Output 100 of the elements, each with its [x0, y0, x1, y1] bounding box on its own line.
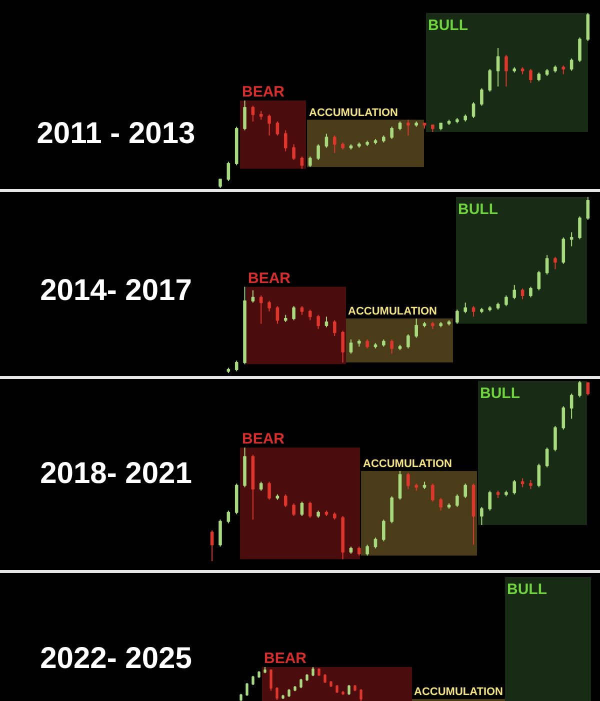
annotation: ACCUMULATION [309, 106, 398, 119]
candlestick [268, 114, 271, 136]
candlestick [406, 472, 410, 490]
candlestick [243, 100, 246, 131]
candlestick [366, 140, 369, 146]
candlestick [316, 510, 320, 518]
candlestick [330, 680, 332, 688]
candlestick [332, 320, 336, 337]
candlestick [554, 65, 557, 73]
candlestick [292, 144, 296, 160]
candlestick [480, 88, 484, 106]
candlestick [520, 288, 524, 300]
candlestick [308, 309, 312, 321]
candlestick [512, 284, 516, 300]
candlestick [578, 216, 582, 240]
candlestick [406, 334, 410, 349]
candlestick [374, 138, 378, 145]
candlestick [422, 321, 426, 328]
candlestick [456, 309, 459, 324]
candlestick [382, 135, 386, 143]
candlestick [218, 178, 222, 188]
candlestick [398, 344, 402, 351]
candlestick [243, 447, 246, 488]
annotation: BULL [428, 17, 468, 34]
candlestick [288, 688, 290, 698]
candlestick [210, 530, 214, 562]
candlestick [270, 668, 272, 692]
annotation: BEAR [242, 84, 285, 100]
candlestick [488, 490, 492, 512]
candlestick [520, 66, 524, 75]
candlestick [382, 339, 386, 348]
candlestick [316, 144, 320, 160]
candlestick [439, 498, 442, 512]
candlestick [480, 307, 484, 314]
candlestick [259, 481, 263, 492]
candlestick [447, 119, 451, 126]
candlestick [276, 494, 280, 500]
candlestick [431, 321, 434, 330]
chart-title: 2022- 2025 [40, 642, 192, 675]
candlestick [512, 480, 516, 495]
candlestick [578, 37, 582, 62]
candlestick [488, 68, 492, 92]
candlestick [360, 688, 362, 701]
candlestick [341, 516, 344, 560]
candlestick [472, 306, 476, 318]
annotation: ACCUMULATION [414, 686, 504, 698]
candlestick [341, 330, 344, 363]
candlestick [439, 321, 442, 328]
candlestick [456, 118, 459, 124]
candlestick [545, 68, 549, 76]
candlestick [431, 124, 434, 132]
candlestick [268, 300, 271, 312]
candlestick [414, 483, 418, 492]
candlestick [259, 110, 263, 120]
candlestick [358, 339, 361, 348]
candlestick [349, 546, 353, 554]
annotation: ACCUMULATION [363, 458, 452, 470]
candlestick [504, 295, 508, 307]
candlestick [300, 678, 302, 689]
candlestick [284, 130, 288, 152]
candlestick [537, 270, 541, 291]
candlestick [496, 490, 500, 498]
candlestick [529, 480, 532, 490]
candlestick [332, 135, 336, 154]
annotation: BEAR [248, 270, 291, 287]
candlestick [268, 481, 271, 500]
candlestick [264, 666, 266, 674]
candlestick [520, 478, 524, 488]
candlestick [308, 156, 312, 168]
candlestick [336, 684, 338, 694]
candlestick [504, 54, 508, 87]
candlestick [292, 306, 296, 321]
candlestick [447, 320, 451, 326]
candlestick [464, 114, 468, 122]
candlestick [282, 694, 284, 700]
candlestick [537, 72, 541, 82]
candlestick [252, 675, 254, 686]
candlestick [512, 66, 516, 73]
candlestick [390, 339, 394, 354]
candlestick [251, 290, 255, 304]
candlestick [562, 65, 566, 75]
annotation: BULL [480, 385, 520, 402]
candlestick [382, 519, 386, 542]
candlestick [422, 122, 426, 129]
candlestick [358, 546, 361, 556]
candlestick [431, 483, 434, 502]
candlestick [258, 670, 260, 678]
candlestick [554, 256, 557, 270]
candlestick [570, 393, 574, 420]
candlestick [284, 494, 288, 508]
candlestick [578, 380, 582, 398]
candlestick [464, 302, 468, 314]
candlestick [300, 306, 304, 316]
candlestick [312, 666, 314, 677]
candlestick [292, 502, 296, 516]
candlestick [554, 426, 557, 452]
candlestick [406, 119, 410, 136]
candlestick [240, 693, 242, 701]
candlestick [226, 367, 230, 374]
candlestick [422, 481, 426, 490]
